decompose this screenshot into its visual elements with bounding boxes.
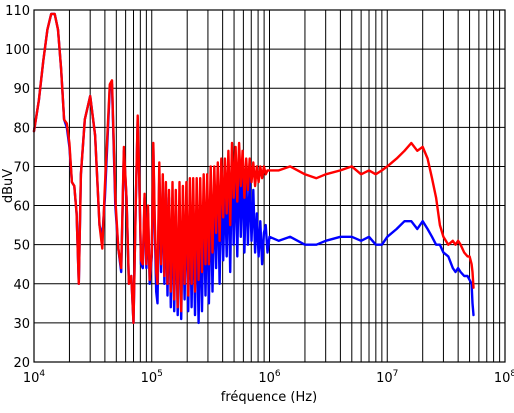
x-tick-labels: 104 105 106 107 108 xyxy=(23,369,514,386)
x-tick-label: 104 xyxy=(23,369,46,386)
y-tick-label: 30 xyxy=(13,317,30,332)
y-tick-label: 80 xyxy=(13,121,30,136)
y-tick-labels: 20 30 40 50 60 70 80 90 100 110 xyxy=(5,4,30,371)
plot-frame xyxy=(33,9,506,363)
x-tick-label: 108 xyxy=(494,369,514,386)
x-tick-label: 107 xyxy=(376,369,398,386)
series-layer xyxy=(32,12,475,325)
x-axis-label: fréquence (Hz) xyxy=(221,390,317,405)
y-tick-label: 100 xyxy=(5,43,30,58)
y-tick-label: 50 xyxy=(13,239,30,254)
y-tick-label: 90 xyxy=(13,82,30,97)
y-tick-label: 40 xyxy=(13,278,30,293)
x-tick-label: 105 xyxy=(141,369,163,386)
y-tick-label: 110 xyxy=(5,4,30,19)
y-tick-label: 60 xyxy=(13,200,30,215)
x-tick-label: 106 xyxy=(258,369,281,386)
series-line-2 xyxy=(32,12,475,325)
y-tick-label: 70 xyxy=(13,160,30,175)
y-axis-label: dBuV xyxy=(1,169,16,203)
y-tick-label: 20 xyxy=(13,356,30,371)
